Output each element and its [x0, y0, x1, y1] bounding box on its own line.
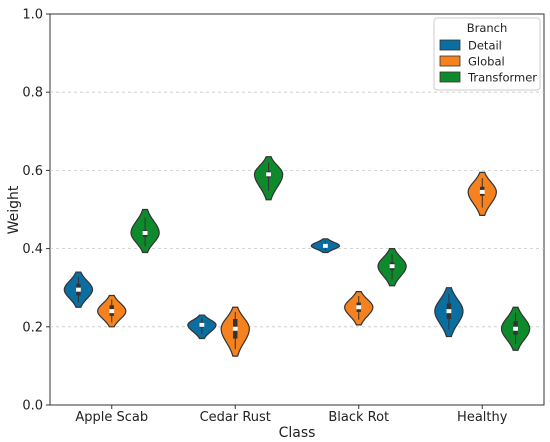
violin-median	[109, 309, 115, 314]
y-tick-label: 0.4	[22, 242, 43, 257]
y-axis-ticks: 0.0 0.2 0.4 0.6 0.8 1.0	[22, 8, 50, 414]
legend-swatch	[439, 55, 461, 67]
legend-title: Branch	[467, 21, 508, 35]
y-tick-label: 1.0	[22, 8, 43, 23]
violin-median	[323, 243, 328, 248]
violin-median	[199, 322, 205, 327]
violin-median	[356, 305, 362, 310]
violin-median	[232, 326, 238, 331]
violin-median	[389, 264, 395, 269]
violins-group	[63, 156, 531, 357]
y-tick-label: 0.2	[22, 320, 43, 335]
violin-median	[513, 326, 518, 331]
legend-label: Transformer	[467, 71, 537, 85]
legend-label: Detail	[468, 39, 502, 53]
y-tick-label: 0.8	[22, 86, 43, 101]
x-axis-title: Class	[279, 425, 316, 441]
violin-median	[76, 287, 81, 292]
x-tick-label: Healthy	[457, 410, 508, 425]
violin-median	[479, 189, 485, 194]
legend-box	[433, 17, 541, 91]
x-tick-label: Black Rot	[328, 410, 389, 425]
x-axis-ticks: Apple Scab Cedar Rust Black Rot Healthy	[75, 405, 508, 425]
x-tick-label: Apple Scab	[75, 410, 148, 425]
violin-median	[266, 172, 271, 177]
legend-swatch	[439, 71, 461, 83]
legend-label: Global	[468, 55, 505, 69]
grid-lines	[50, 91, 544, 328]
legend-swatch	[439, 39, 461, 51]
violin-median	[446, 309, 452, 314]
legend: Branch Detail Global Transformer	[433, 17, 541, 91]
violin-median	[142, 230, 148, 235]
x-tick-label: Cedar Rust	[200, 410, 271, 425]
y-tick-label: 0.0	[22, 399, 43, 414]
y-tick-label: 0.6	[22, 164, 43, 179]
y-axis-title: Weight	[6, 185, 22, 234]
